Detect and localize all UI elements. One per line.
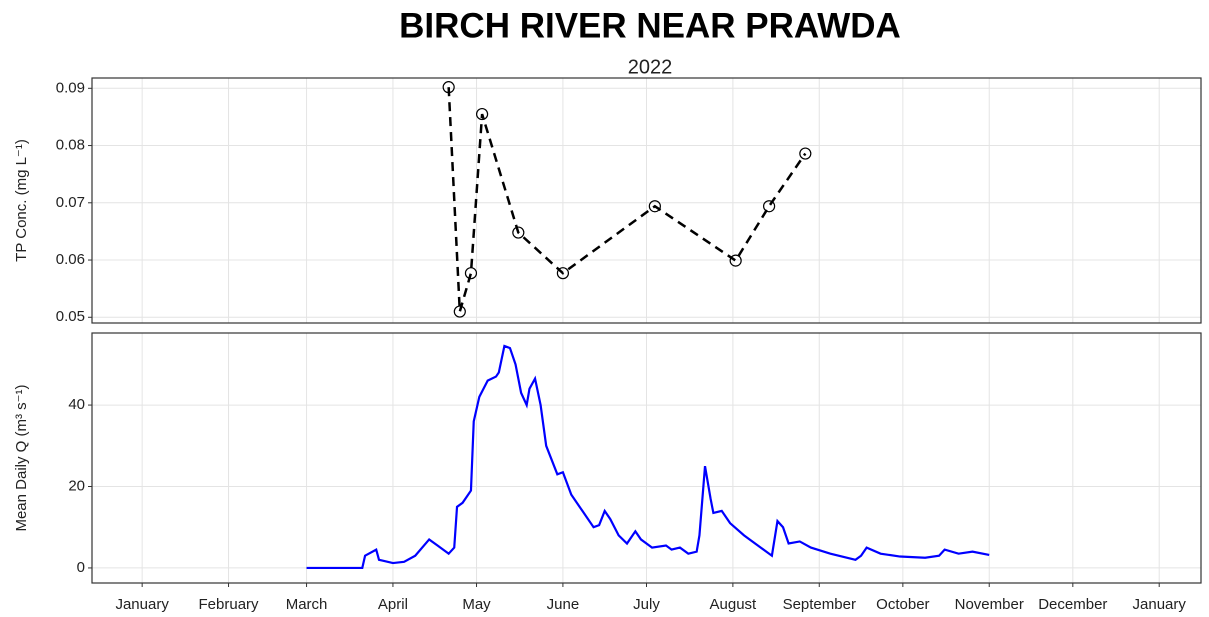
data-point <box>453 305 466 318</box>
x-tick-label: January <box>1133 596 1187 613</box>
y-axis-title: TP Conc. (mg L⁻¹) <box>13 139 30 262</box>
data-line <box>306 344 990 570</box>
data-point <box>512 226 525 239</box>
chart-subtitle: 2022 <box>628 56 673 78</box>
data-point <box>763 200 776 213</box>
data-line <box>447 87 807 312</box>
y-tick-label: 0.08 <box>56 137 85 154</box>
y-tick-label: 20 <box>68 477 85 494</box>
data-point <box>729 254 742 267</box>
y-tick-label: 40 <box>68 396 85 413</box>
panel-border <box>91 77 1202 324</box>
data-point <box>476 107 489 121</box>
data-point <box>442 81 455 94</box>
x-tick-label: May <box>462 596 491 613</box>
y-tick-label: 0.06 <box>56 251 85 268</box>
data-point <box>556 267 570 280</box>
x-tick-label: June <box>547 596 580 613</box>
x-tick-label: February <box>199 596 260 613</box>
x-tick-label: April <box>378 596 408 613</box>
y-tick-label: 0.05 <box>56 308 85 325</box>
x-tick-label: November <box>955 596 1024 613</box>
data-point <box>648 200 661 213</box>
data-point <box>464 267 478 280</box>
y-axis-title: Mean Daily Q (m³ s⁻¹) <box>13 384 30 531</box>
x-tick-label: March <box>286 596 328 613</box>
x-tick-label: August <box>710 596 758 613</box>
y-tick-label: 0.09 <box>56 79 85 96</box>
x-tick-label: July <box>633 596 660 613</box>
x-tick-label: December <box>1038 596 1107 613</box>
y-tick-label: 0 <box>77 559 85 576</box>
data-point <box>799 147 812 160</box>
chart-title: BIRCH RIVER NEAR PRAWDA <box>399 6 901 45</box>
x-tick-label: January <box>115 596 169 613</box>
y-tick-label: 0.07 <box>56 194 85 211</box>
x-tick-label: October <box>876 596 929 613</box>
x-tick-label: September <box>783 596 856 613</box>
